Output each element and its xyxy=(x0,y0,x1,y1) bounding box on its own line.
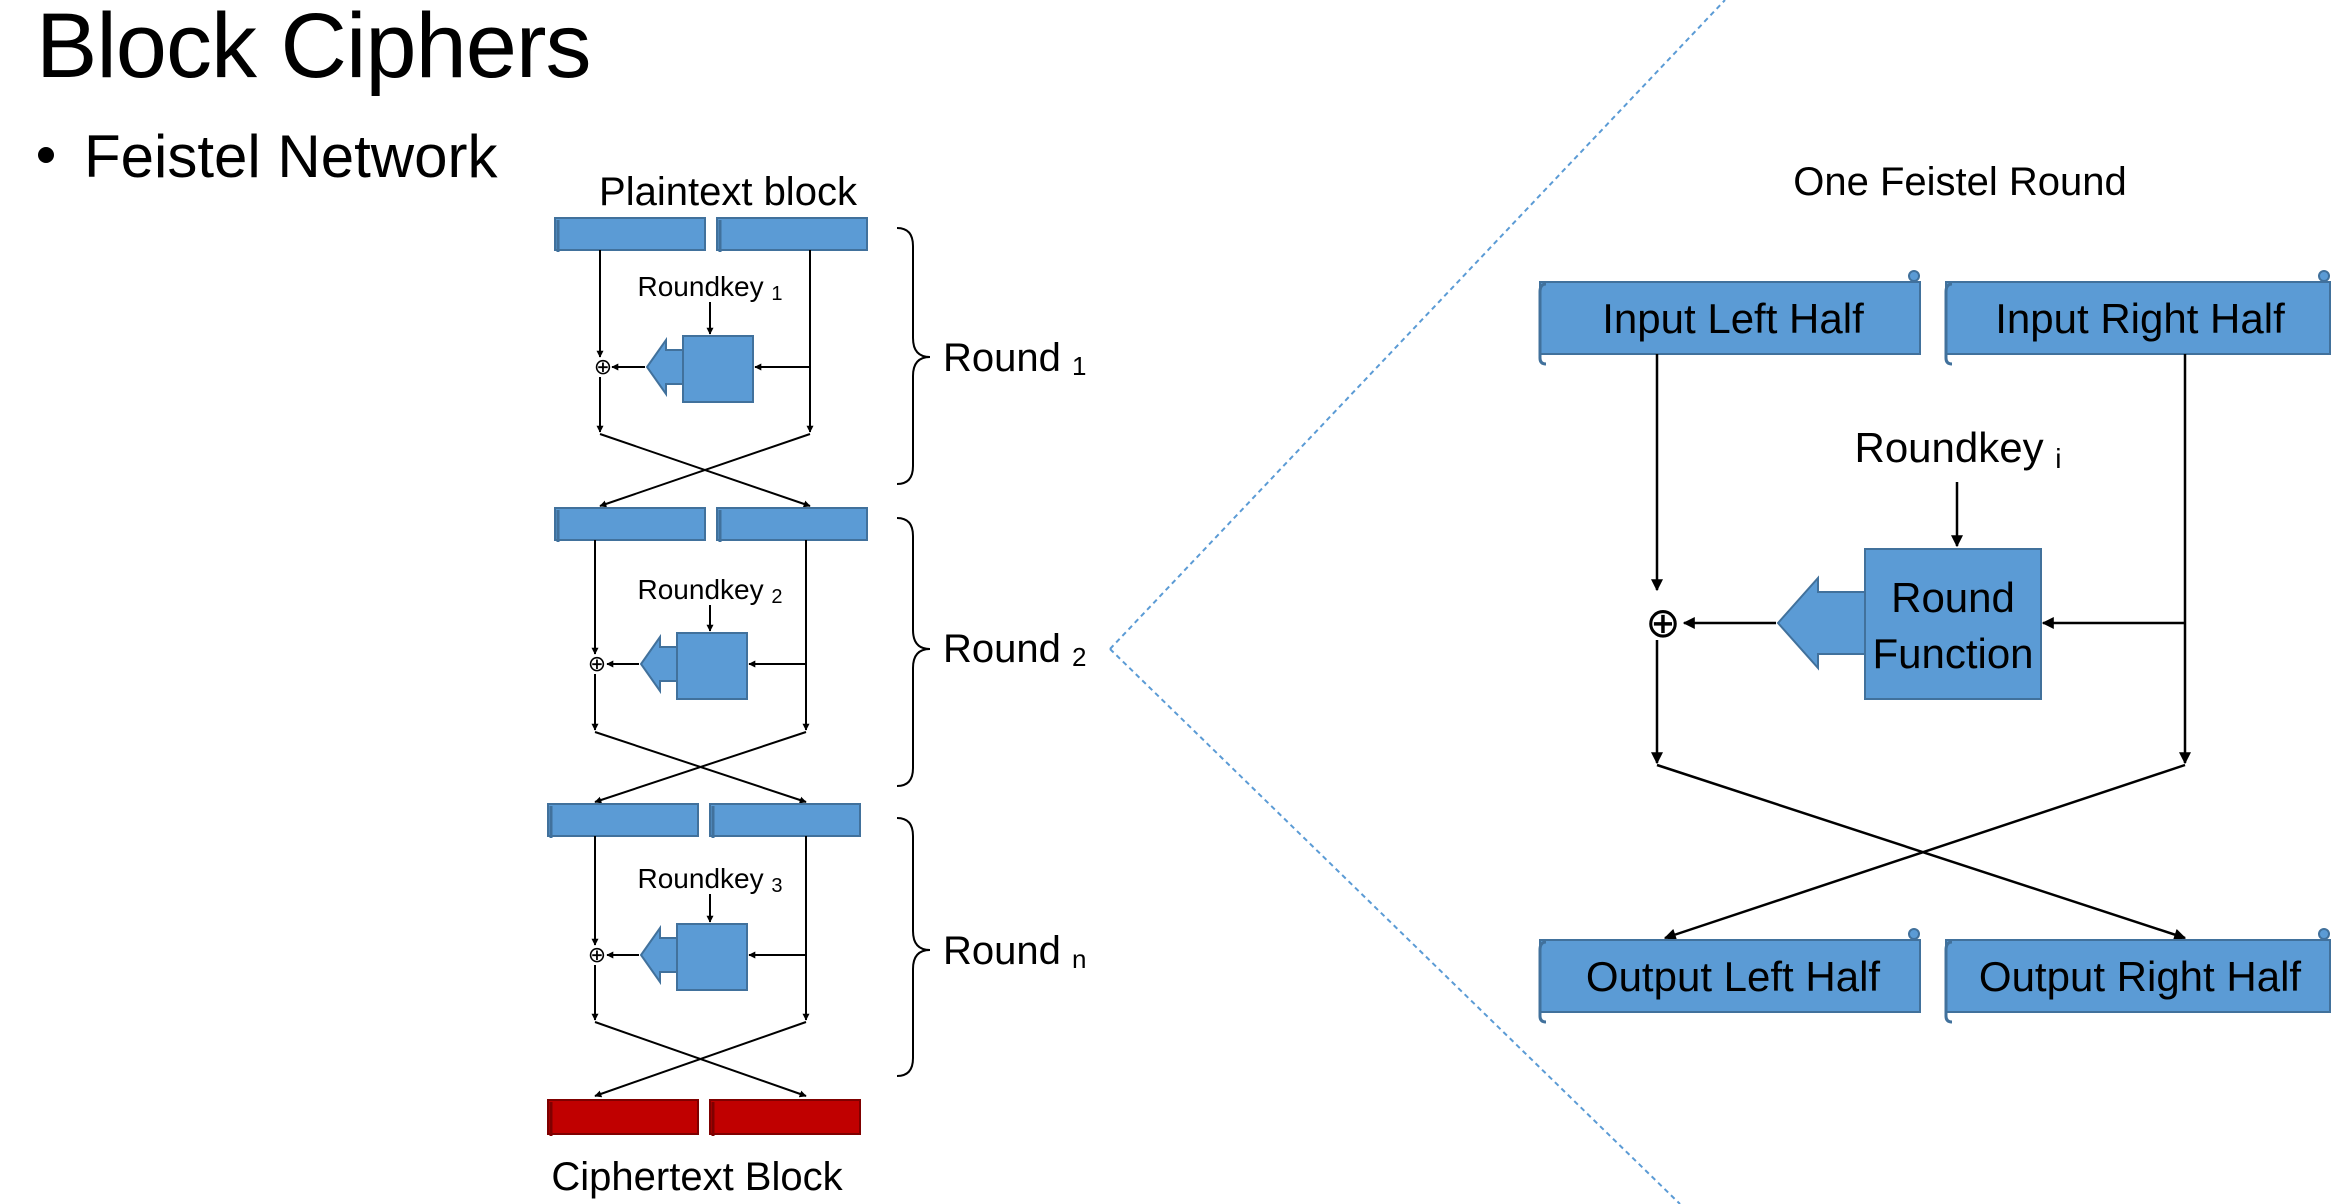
xor-symbol-1: ⊕ xyxy=(594,354,612,379)
output-left-label: Output Left Half xyxy=(1586,953,1880,1000)
bullet-dot xyxy=(38,147,54,164)
round-n: Roundkey 3 ⊕ Round n xyxy=(588,817,1086,1098)
round-1-brace xyxy=(896,227,931,485)
overview-diagram: Plaintext block Roundkey 1 ⊕ Round 1 xyxy=(547,170,1086,1199)
round-function-line1: Round xyxy=(1891,574,2015,621)
round-function-1 xyxy=(682,335,754,403)
output-right-label: Output Right Half xyxy=(1979,953,2301,1000)
xor-symbol-3: ⊕ xyxy=(588,942,606,967)
zoom-guide-lines xyxy=(1109,0,1726,1204)
ciphertext-label: Ciphertext Block xyxy=(551,1155,843,1199)
plaintext-block-right xyxy=(716,217,868,252)
ciphertext-block-left xyxy=(547,1099,699,1136)
round-2-label: Round 2 xyxy=(943,627,1086,672)
round-function-box: Round Function xyxy=(1776,548,2042,700)
round-function-3 xyxy=(676,923,748,991)
round-2: Roundkey 2 ⊕ Round 2 xyxy=(588,517,1086,804)
input-right-half: Input Right Half xyxy=(1944,270,2331,366)
round-n-brace xyxy=(896,817,931,1077)
round-n-label: Round n xyxy=(943,929,1086,974)
roundkey-3-label: Roundkey 3 xyxy=(638,863,783,897)
roundkey-2-label: Roundkey 2 xyxy=(638,574,783,608)
plaintext-label: Plaintext block xyxy=(599,170,858,214)
output-right-half: Output Right Half xyxy=(1944,928,2331,1024)
detail-roundkey-label: Roundkey i xyxy=(1854,424,2061,474)
round-2-brace xyxy=(896,517,931,787)
round-1-output-blocks xyxy=(554,507,868,542)
round-1: Roundkey 1 ⊕ Round 1 xyxy=(594,227,1086,508)
input-left-label: Input Left Half xyxy=(1602,295,1864,342)
ciphertext-block-right xyxy=(709,1099,861,1136)
output-left-half: Output Left Half xyxy=(1538,928,1921,1024)
round-function-line2: Function xyxy=(1872,630,2033,677)
slide-title: Block Ciphers xyxy=(36,0,592,97)
plaintext-block-left xyxy=(554,217,706,252)
feistel-round-detail: One Feistel Round Input Left Half Input … xyxy=(1538,160,2331,1024)
input-right-label: Input Right Half xyxy=(1995,295,2285,342)
input-left-half: Input Left Half xyxy=(1538,270,1921,366)
xor-symbol-detail: ⊕ xyxy=(1645,599,1680,646)
roundkey-1-label: Roundkey 1 xyxy=(638,271,783,305)
bullet-item: Feistel Network xyxy=(38,122,497,191)
round-function-2 xyxy=(676,632,748,700)
round-2-output-blocks xyxy=(547,803,861,838)
round-1-label: Round 1 xyxy=(943,336,1086,381)
xor-symbol-2: ⊕ xyxy=(588,651,606,676)
detail-title: One Feistel Round xyxy=(1793,160,2127,204)
bullet-text: Feistel Network xyxy=(84,123,498,190)
